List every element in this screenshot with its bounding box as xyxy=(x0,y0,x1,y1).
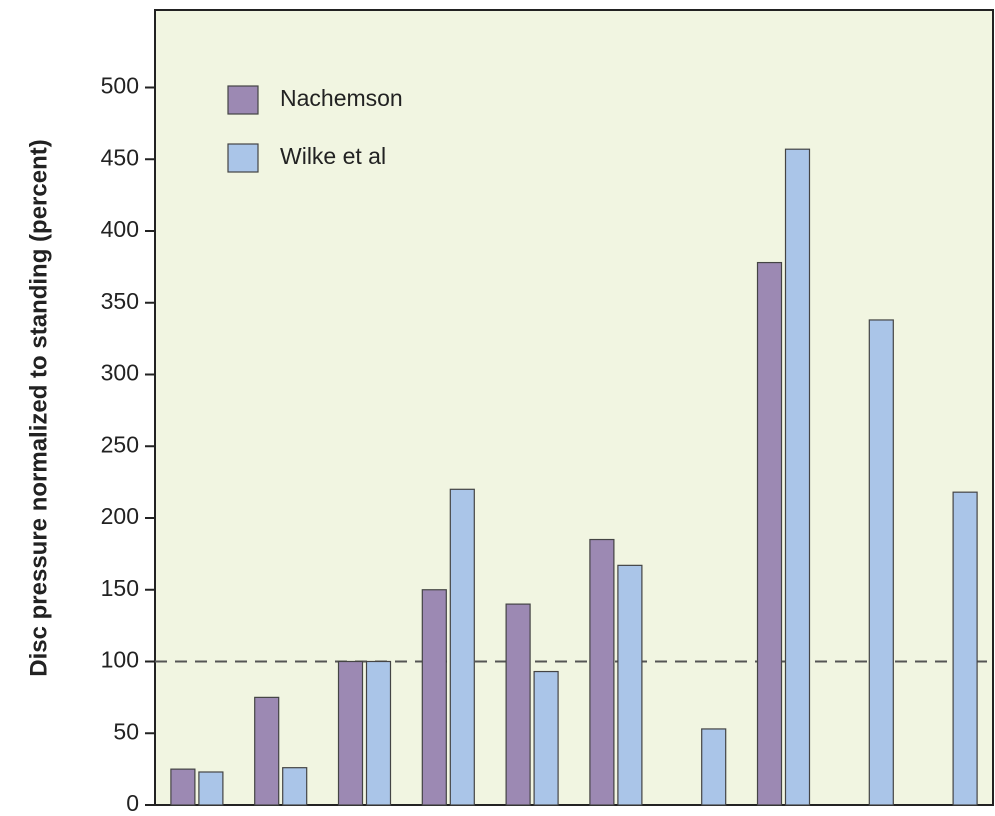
y-tick-label: 50 xyxy=(113,718,139,744)
bar xyxy=(367,661,391,805)
bar xyxy=(534,672,558,805)
bar xyxy=(953,492,977,805)
y-tick-label: 350 xyxy=(101,288,139,314)
bar xyxy=(786,149,810,805)
y-axis-label: Disc pressure normalized to standing (pe… xyxy=(25,139,52,676)
bar xyxy=(450,489,474,805)
bar xyxy=(590,540,614,805)
page: Disc pressure normalized to standing (pe… xyxy=(0,0,995,816)
y-tick-label: 150 xyxy=(101,575,139,601)
bar xyxy=(283,768,307,805)
bar xyxy=(758,263,782,805)
legend-label: Nachemson xyxy=(280,85,403,111)
bar xyxy=(255,697,279,805)
y-tick-label: 500 xyxy=(101,73,139,99)
bar xyxy=(339,661,363,805)
legend-label: Wilke et al xyxy=(280,143,386,169)
y-tick-label: 200 xyxy=(101,503,139,529)
bar xyxy=(199,772,223,805)
plot-area xyxy=(155,10,993,805)
y-tick-label: 250 xyxy=(101,431,139,457)
bar xyxy=(506,604,530,805)
bar xyxy=(702,729,726,805)
bar xyxy=(171,769,195,805)
bar xyxy=(618,565,642,805)
y-tick-label: 400 xyxy=(101,216,139,242)
y-tick-label: 450 xyxy=(101,144,139,170)
legend-swatch xyxy=(228,144,258,172)
y-tick-label: 0 xyxy=(126,790,139,816)
y-tick-label: 100 xyxy=(101,647,139,673)
bar xyxy=(422,590,446,805)
chart: Disc pressure normalized to standing (pe… xyxy=(0,0,995,816)
y-tick-label: 300 xyxy=(101,360,139,386)
legend-swatch xyxy=(228,86,258,114)
bar xyxy=(869,320,893,805)
